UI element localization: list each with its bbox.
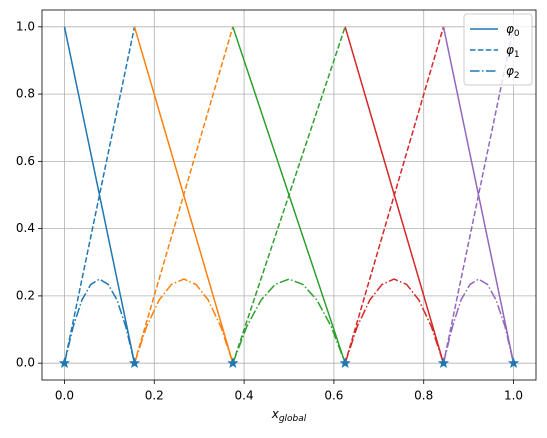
legend-label: φ2 — [506, 64, 520, 81]
basis-line — [232, 26, 346, 364]
legend-label: φ0 — [506, 22, 520, 39]
x-tick-label: 0.6 — [324, 389, 343, 403]
basis-line — [442, 278, 515, 364]
legend-label-sub: 2 — [514, 71, 520, 81]
node-marker — [339, 357, 351, 368]
x-axis-label: xglobal — [271, 407, 307, 424]
legend-label-sub: 1 — [514, 50, 520, 60]
node-marker — [437, 357, 450, 368]
x-tick-label: 0.0 — [55, 389, 74, 403]
basis-line — [232, 278, 346, 364]
node-marker — [227, 357, 239, 368]
x-tick-label: 0.2 — [145, 389, 164, 403]
legend-label: φ1 — [506, 43, 520, 60]
x-tick-label: 0.8 — [414, 389, 433, 403]
basis-line — [344, 278, 445, 364]
legend-label-sub: 0 — [514, 29, 520, 39]
basis-line — [63, 26, 136, 364]
legend-label-base: φ — [506, 43, 514, 57]
basis-line — [133, 278, 234, 364]
node-marker — [58, 357, 71, 368]
node-marker — [507, 357, 520, 368]
basis-line — [344, 26, 445, 364]
legend-label-base: φ — [506, 64, 514, 78]
x-axis-label-base: x — [271, 407, 280, 421]
y-tick-label: 0.4 — [16, 221, 35, 235]
node-marker — [128, 357, 141, 368]
basis-line — [133, 26, 234, 364]
y-tick-label: 1.0 — [16, 19, 35, 33]
legend-label-base: φ — [506, 22, 514, 36]
x-axis-label-sub: global — [279, 414, 307, 424]
basis-line — [63, 278, 136, 364]
y-tick-label: 0.0 — [16, 356, 35, 370]
y-tick-label: 0.8 — [16, 87, 35, 101]
y-tick-label: 0.2 — [16, 288, 35, 302]
basis-line — [63, 26, 136, 364]
basis-line — [442, 26, 515, 364]
y-tick-label: 0.6 — [16, 154, 35, 168]
x-tick-label: 1.0 — [504, 389, 523, 403]
axes-frame — [41, 9, 537, 381]
x-tick-label: 0.4 — [235, 389, 254, 403]
